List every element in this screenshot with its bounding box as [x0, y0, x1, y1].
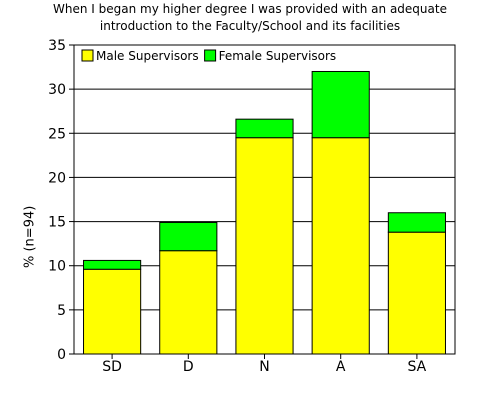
x-tick-label: D	[183, 359, 194, 375]
bar-a-female	[311, 70, 370, 139]
chart-title-line-1: When I began my higher degree I was prov…	[53, 2, 447, 16]
y-tick-label: 35	[48, 38, 66, 54]
y-tick-label: 15	[48, 215, 66, 231]
y-tick-label: 20	[48, 170, 66, 186]
plot-frame	[73, 44, 456, 355]
y-tick-label: 10	[48, 259, 66, 275]
bar-a-male	[311, 137, 370, 355]
bar-n-male	[235, 137, 294, 355]
bar-sa-female	[387, 212, 446, 233]
y-tick-label: 0	[57, 347, 66, 363]
bar-sd-male	[83, 268, 142, 355]
x-tick-label: A	[336, 359, 346, 375]
legend-label-female: Female Supervisors	[219, 49, 337, 63]
x-tick-label: SD	[102, 359, 122, 375]
x-tick-label: SA	[408, 359, 427, 375]
legend-swatch-female	[204, 49, 217, 62]
chart-title: When I began my higher degree I was prov…	[0, 1, 500, 35]
bar-sa-male	[387, 231, 446, 355]
bar-sd-female	[83, 259, 142, 270]
y-tick-label: 30	[48, 82, 66, 98]
y-tick-label: 25	[48, 126, 66, 142]
chart-title-line-2: introduction to the Faculty/School and i…	[99, 19, 401, 33]
bar-n-female	[235, 118, 294, 139]
bar-d-female	[159, 221, 218, 252]
legend-label-male: Male Supervisors	[96, 49, 199, 63]
x-tick-label: N	[259, 359, 269, 375]
legend-swatch-male	[81, 49, 94, 62]
y-tick-label: 5	[57, 303, 66, 319]
bar-d-male	[159, 250, 218, 355]
